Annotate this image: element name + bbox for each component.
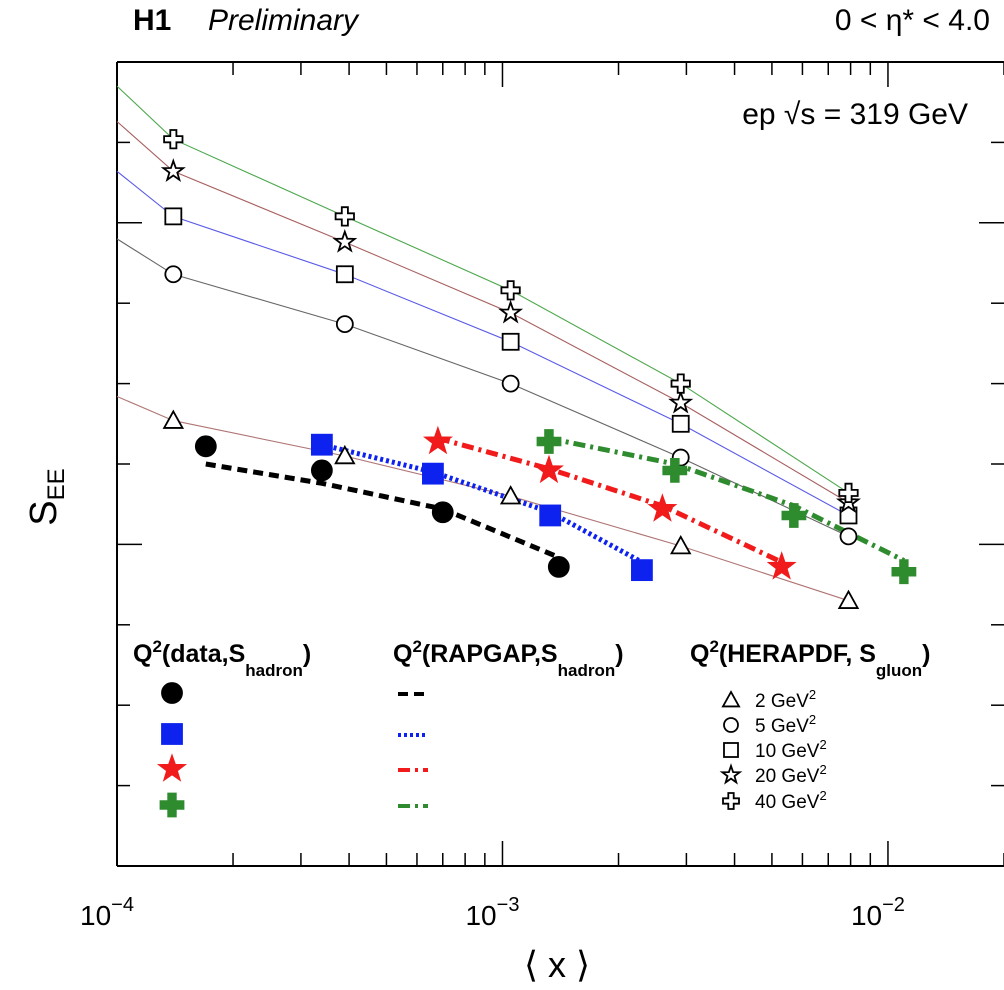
data-marker <box>194 435 217 458</box>
x-axis-label: ⟨ x ⟩ <box>524 944 590 985</box>
pdf-curve <box>116 395 849 602</box>
data-marker <box>422 462 444 485</box>
pdf-marker <box>839 527 858 546</box>
x-tick-label: 10−2 <box>851 894 905 931</box>
legend-header-mc: Q2(RAPGAP,Shadron) <box>393 637 624 680</box>
svg-text:SEE: SEE <box>23 468 70 525</box>
energy-label: ep √s = 319 GeV <box>742 98 968 131</box>
legend-data-marker <box>161 723 183 745</box>
y-axis-label: SEE <box>23 468 70 525</box>
legend-pdf-marker <box>719 763 743 785</box>
pdf-marker <box>163 129 184 150</box>
legend-pdf-label: 5 GeV2 <box>755 712 816 737</box>
data-marker <box>536 429 562 454</box>
legend-pdf-label: 20 GeV2 <box>755 762 827 787</box>
legend-data-marker <box>156 753 188 782</box>
pdf-curves <box>116 85 849 602</box>
axis-ticks <box>116 61 1004 867</box>
pdf-curve <box>116 121 849 504</box>
x-tick-label: 10−3 <box>465 894 519 931</box>
pdf-marker <box>500 280 521 301</box>
legend-pdf-label: 2 GeV2 <box>755 687 816 712</box>
x-tick-label: 10−4 <box>80 894 134 931</box>
data-marker <box>647 493 678 522</box>
header: H1 Preliminary 0 < η* < 4.0 <box>133 4 990 37</box>
legend-header-data: Q2(data,Shadron) <box>133 637 311 680</box>
mc-line <box>437 435 783 565</box>
pdf-marker <box>501 374 520 393</box>
data-marker <box>662 457 688 483</box>
mc-line <box>205 461 560 560</box>
pdf-marker <box>668 389 694 414</box>
legend: Q2(data,Shadron) Q2(RAPGAP,Shadron) Q2(HER… <box>133 637 930 818</box>
legend-header-pdf: Q2(HERAPDF, Sgluon) <box>690 637 930 680</box>
data-markers <box>194 425 917 585</box>
tick-labels: 10−4 10−3 10−2 <box>80 894 905 931</box>
data-marker <box>310 459 333 482</box>
pdf-marker <box>332 228 358 253</box>
pdf-marker <box>670 373 691 394</box>
data-marker <box>781 503 807 528</box>
y-axis-label-main: S <box>23 500 65 525</box>
pdf-marker <box>498 299 524 324</box>
pdf-markers <box>160 129 861 609</box>
header-status: Preliminary <box>208 4 360 37</box>
y-axis-label-sub: EE <box>43 468 70 500</box>
data-marker <box>766 551 797 580</box>
data-marker <box>631 559 653 582</box>
legend-pdf-marker <box>723 717 739 733</box>
pdf-marker <box>501 332 520 351</box>
pdf-marker <box>669 534 692 555</box>
data-marker <box>533 454 564 484</box>
legend-pdf-label: 10 GeV2 <box>755 737 827 762</box>
legend-data-marker <box>161 682 183 704</box>
data-marker <box>539 504 562 527</box>
pdf-curve <box>116 170 849 516</box>
pdf-marker <box>671 414 690 433</box>
pdf-marker <box>162 409 185 429</box>
data-marker <box>310 433 333 456</box>
data-marker <box>431 501 454 524</box>
mc-lines <box>205 435 906 565</box>
pdf-marker <box>837 589 860 609</box>
legend-pdf-marker <box>721 690 741 708</box>
data-marker <box>422 425 453 455</box>
legend-pdf-marker <box>722 792 740 810</box>
legend-pdf-marker <box>723 742 739 758</box>
pdf-marker <box>335 315 354 334</box>
pdf-marker <box>334 206 355 227</box>
pdf-marker <box>164 207 183 226</box>
pdf-marker <box>335 265 354 284</box>
pdf-marker <box>160 158 186 183</box>
mc-line <box>321 442 644 565</box>
data-marker <box>547 556 570 578</box>
legend-data-marker <box>159 792 185 818</box>
pdf-marker <box>838 482 859 504</box>
pdf-marker <box>499 485 522 505</box>
legend-pdf-label: 40 GeV2 <box>755 788 827 813</box>
header-eta-range: 0 < η* < 4.0 <box>835 4 990 37</box>
data-marker <box>891 559 917 585</box>
pdf-marker <box>334 444 356 465</box>
pdf-marker <box>164 265 183 284</box>
pdf-curve <box>116 85 849 494</box>
pdf-curve <box>116 238 849 537</box>
plot-frame <box>116 61 1004 867</box>
header-experiment: H1 <box>133 4 171 37</box>
